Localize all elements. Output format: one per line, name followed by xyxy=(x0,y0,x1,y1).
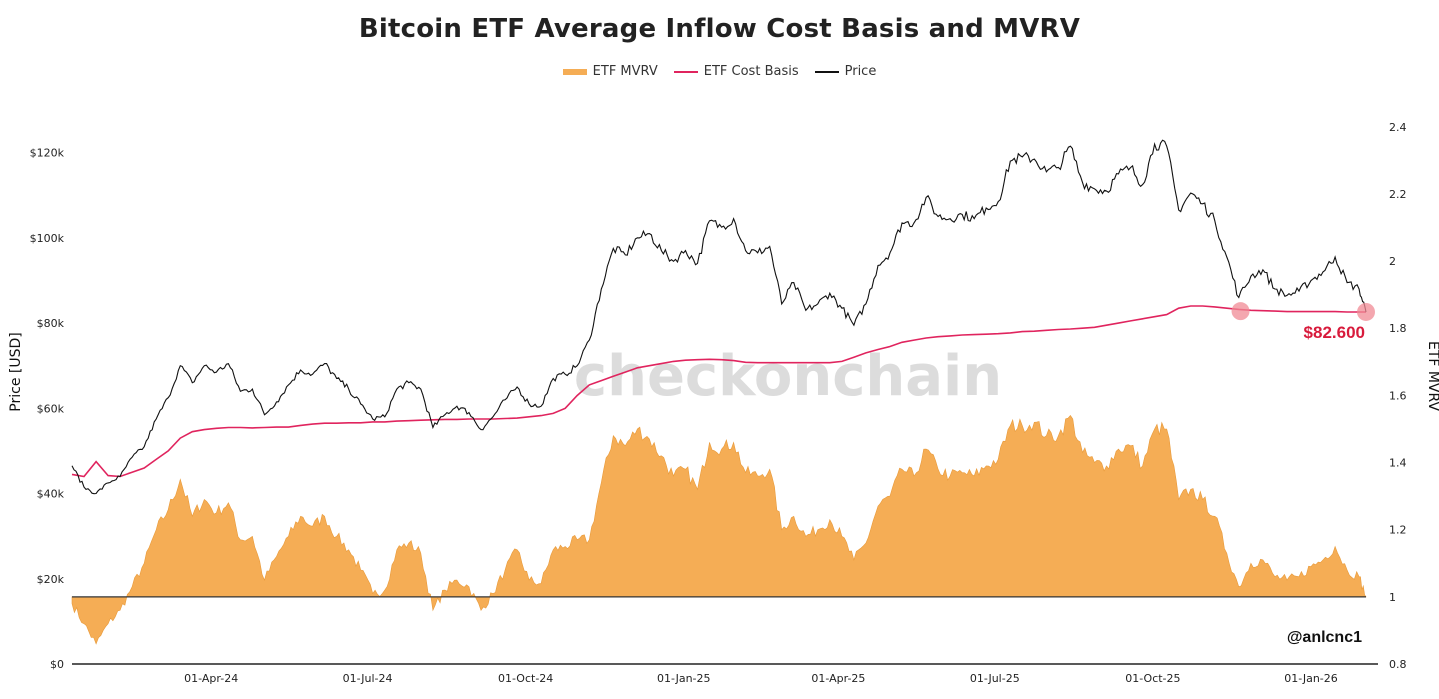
x-tick-label: 01-Jul-24 xyxy=(343,672,393,685)
legend-label-etf-cost-basis: ETF Cost Basis xyxy=(703,64,799,79)
highlight-marker xyxy=(1231,302,1250,321)
y-right-tick-label: 1.4 xyxy=(1389,457,1407,470)
chart-title: Bitcoin ETF Average Inflow Cost Basis an… xyxy=(358,14,1081,44)
y-left-tick-label: $40k xyxy=(37,488,65,501)
y-left-axis-title: Price [USD] xyxy=(8,332,24,411)
y-right-tick-label: 2.4 xyxy=(1389,121,1407,134)
x-tick-label: 01-Jan-26 xyxy=(1284,672,1338,685)
y-left-tick-label: $20k xyxy=(37,573,65,586)
legend: ETF MVRV ETF Cost Basis Price xyxy=(0,64,1439,79)
price-line xyxy=(71,139,1367,495)
x-tick-label: 01-Jul-25 xyxy=(970,672,1020,685)
legend-label-etf-mvrv: ETF MVRV xyxy=(592,64,658,79)
y-left-tick-label: $0 xyxy=(50,658,64,671)
legend-swatch-etf-mvrv xyxy=(562,68,587,75)
y-right-tick-label: 0.8 xyxy=(1389,658,1407,671)
x-tick-label: 01-Oct-25 xyxy=(1125,672,1180,685)
x-tick-label: 01-Jan-25 xyxy=(657,672,711,685)
mvrv-area-group xyxy=(71,415,1367,645)
price-annotation-label: $82.600 xyxy=(1304,323,1365,342)
cost-basis-line xyxy=(71,305,1366,478)
highlight-marker xyxy=(1357,302,1375,321)
x-tick-label: 01-Apr-25 xyxy=(811,672,865,685)
legend-item-etf-cost-basis[interactable]: ETF Cost Basis xyxy=(673,64,799,79)
y-left-tick-label: $60k xyxy=(37,402,65,415)
legend-item-etf-mvrv[interactable]: ETF MVRV xyxy=(562,64,658,79)
legend-label-price: Price xyxy=(844,64,877,79)
watermark: checkonchain xyxy=(574,344,1002,409)
credit-handle: @anlcnc1 xyxy=(1287,629,1362,646)
y-left-tick-label: $100k xyxy=(30,232,65,245)
legend-swatch-price xyxy=(814,70,839,73)
annotations-group: $82.600 xyxy=(1231,302,1375,342)
y-right-tick-label: 1.2 xyxy=(1389,524,1407,537)
y-right-tick-label: 1 xyxy=(1389,591,1396,604)
price-group xyxy=(71,139,1367,495)
y-right-tick-label: 2 xyxy=(1389,255,1396,268)
legend-item-price[interactable]: Price xyxy=(814,64,877,79)
x-tick-label: 01-Oct-24 xyxy=(498,672,553,685)
y-left-tick-label: $120k xyxy=(30,147,65,160)
x-tick-label: 01-Apr-24 xyxy=(184,672,238,685)
y-right-tick-label: 2.2 xyxy=(1389,188,1407,201)
cost-basis-group xyxy=(71,305,1366,478)
legend-swatch-etf-cost-basis xyxy=(673,70,698,73)
y-right-tick-label: 1.6 xyxy=(1389,389,1407,402)
axes-group: $0 $20k $40k $60k $80k $100k $120k 0.8 1 1.2 1.4 1.… xyxy=(30,121,1407,685)
y-right-axis-title: ETF MVRV xyxy=(1425,341,1439,412)
y-left-tick-label: $80k xyxy=(37,317,65,330)
y-right-tick-label: 1.8 xyxy=(1389,322,1407,335)
mvrv-area xyxy=(71,415,1367,645)
